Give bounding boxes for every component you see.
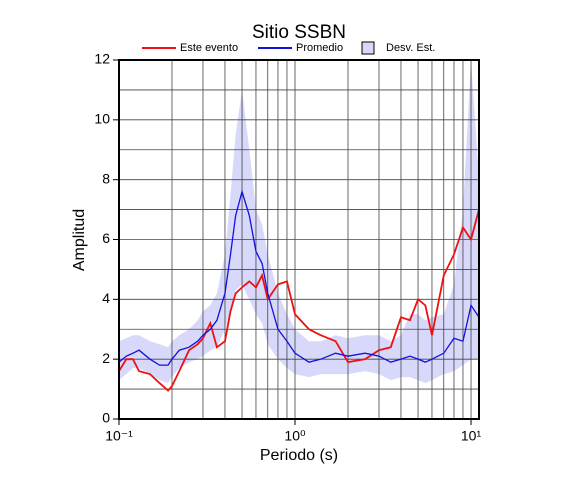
legend-swatch [361,41,375,55]
legend-label: Este evento [180,42,238,54]
plot-frame [118,59,480,420]
y-tick-label: 12 [94,51,110,67]
std-band [119,60,479,384]
x-tick-label: 10¹ [461,428,482,444]
series-line [118,189,480,366]
x-tick-label: 10⁰ [284,428,306,444]
x-tick-label: 10⁻¹ [105,428,133,444]
y-tick-label: 0 [102,410,110,426]
y-tick-label: 2 [102,350,110,366]
x-axis-label: Periodo (s) [260,447,338,464]
y-tick-label: 10 [94,111,110,127]
y-tick-label: 6 [102,230,110,246]
chart-title: Sitio SSBN [252,22,346,43]
y-axis-label: Amplitud [71,209,88,271]
legend-label: Promedio [296,42,343,54]
y-tick-label: 8 [102,170,110,186]
series-line [118,209,480,392]
y-tick-label: 4 [102,290,110,306]
legend-label: Desv. Est. [386,42,435,54]
